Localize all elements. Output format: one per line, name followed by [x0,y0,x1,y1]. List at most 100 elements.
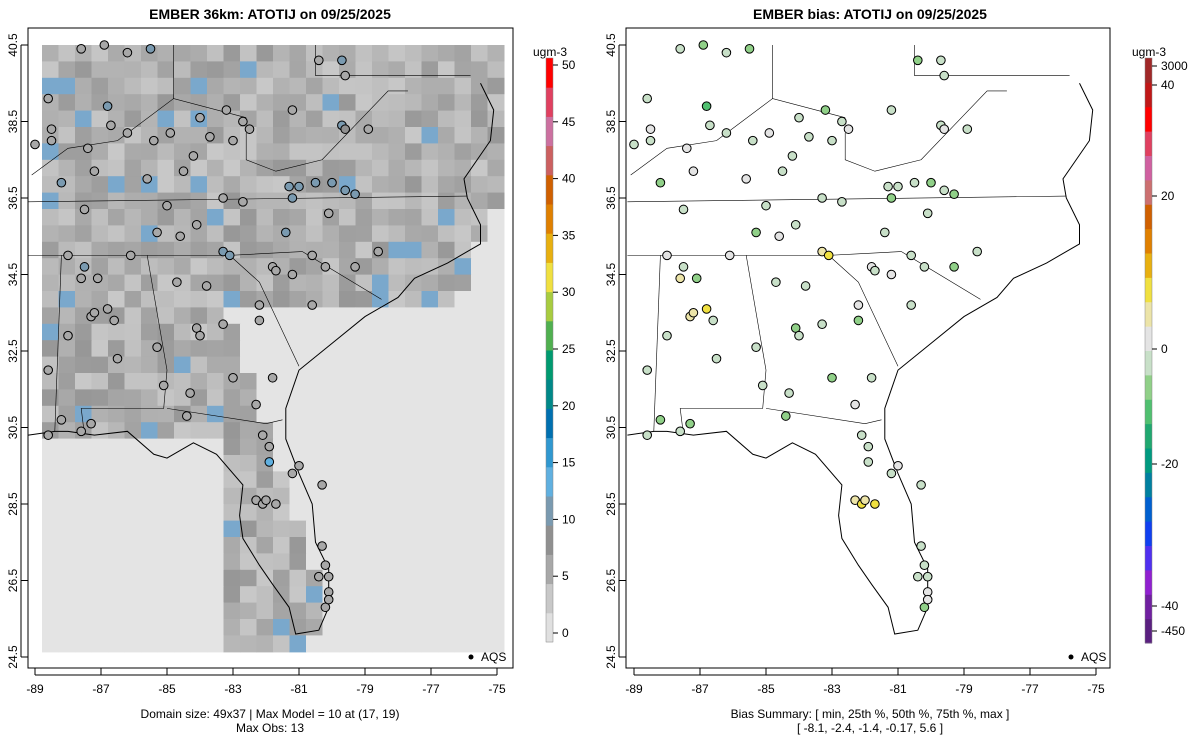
station-obs-point [102,101,113,111]
model-grid-cell [405,159,422,177]
model-grid-cell [174,209,191,226]
model-grid-cell [42,389,59,407]
model-grid-cell [355,471,373,489]
model-grid-cell [421,553,439,571]
model-grid-cell [289,373,307,390]
lat-tick-label: 34.5 [604,262,618,286]
model-grid-cell [487,471,505,489]
model-grid-cell [58,487,76,505]
model-grid-cell [273,159,290,177]
colorbar-segment [1145,179,1152,205]
station-bias-point [837,197,847,207]
model-grid-cell [339,602,356,620]
model-grid-cell [421,356,439,374]
model-grid-cell [91,356,109,374]
model-grid-cell [322,291,340,308]
model-grid-cell [454,553,472,571]
station-bias-point [701,101,712,111]
station-obs-point [228,372,238,383]
model-grid-cell [289,537,307,554]
colorbar-segment [1145,301,1152,327]
station-bias-point [629,139,639,150]
model-grid-cell [289,159,307,177]
model-grid-cell [339,291,356,308]
model-grid-cell [438,471,455,489]
model-grid-cell [91,389,109,407]
station-bias-point [870,265,880,276]
model-grid-cell [471,258,488,276]
model-grid-cell [124,307,142,325]
model-grid-cell [42,307,59,325]
lon-tick-label: -89 [625,682,643,696]
model-grid-cell [207,487,224,505]
model-grid-cell [372,537,389,554]
station-bias-point [721,128,732,138]
colorbar-tick-label: 20 [1161,189,1175,203]
colorbar-tick-label: 5 [562,569,569,583]
station-obs-point [340,70,351,81]
station-obs-point [323,594,334,605]
lat-tick-label: 34.5 [6,262,20,286]
model-grid-cell [141,373,158,390]
model-grid-cell [487,192,505,210]
station-obs-point [267,372,278,383]
coastline [28,83,495,635]
model-grid-cell [256,553,274,571]
model-grid-cell [58,291,76,308]
model-grid-cell [157,438,175,456]
model-grid-cell [355,291,373,308]
model-grid-cell [240,340,257,358]
model-grid-cell [240,225,257,243]
model-grid-cell [421,471,439,489]
colorbar-segment [546,379,553,409]
model-grid-cell [388,61,406,79]
station-obs-point [257,430,268,440]
station-obs-point [125,250,136,261]
model-grid-cell [454,389,472,407]
model-grid-cell [438,77,455,95]
model-grid-cell [339,241,356,259]
station-obs-point [165,128,176,138]
model-grid-cell [388,389,406,407]
model-grid-cell [421,569,439,587]
model-grid-cell [454,258,472,276]
model-grid-cell [124,471,142,489]
model-grid-cell [339,389,356,407]
model-grid-cell [75,77,92,95]
model-grid-cell [174,307,191,325]
model-grid-cell [388,455,406,472]
station-bias-point [764,128,775,138]
model-grid-cell [91,471,109,489]
model-grid-cell [421,192,439,210]
model-grid-cell [306,159,323,177]
model-grid-cell [405,405,422,423]
model-grid-cell [190,438,208,456]
model-grid-cell [91,487,109,505]
model-grid-cell [405,422,422,440]
model-grid-cell [372,225,389,243]
model-grid-cell [339,471,356,489]
lat-tick-label: 28.5 [6,492,20,516]
model-grid-cell [75,176,92,194]
model-grid-cell [207,504,224,522]
model-grid-cell [58,422,76,440]
model-grid-cell [190,340,208,358]
model-grid-cell [273,537,290,554]
model-grid-cell [190,471,208,489]
model-grid-cell [438,241,455,259]
model-grid-cell [289,291,307,308]
model-grid-cell [58,258,76,276]
model-grid-cell [388,422,406,440]
station-bias-point [675,44,686,54]
model-grid-cell [487,405,505,423]
station-obs-point [261,495,271,505]
model-grid-cell [58,274,76,292]
model-grid-cell [306,553,323,571]
model-grid-cell [42,209,59,226]
model-grid-cell [223,586,241,604]
station-bias-point [691,273,702,284]
model-grid-cell [75,471,92,489]
station-obs-point [264,457,275,467]
station-bias-point [682,143,692,154]
model-grid-cell [372,405,389,423]
